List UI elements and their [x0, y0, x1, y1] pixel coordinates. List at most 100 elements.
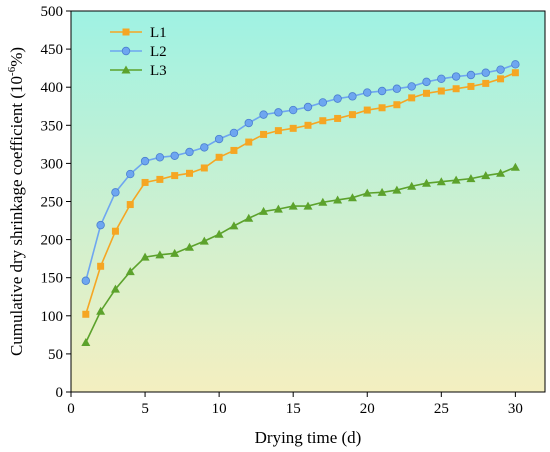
y-tick-label: 150 — [41, 271, 64, 287]
series-l3-point — [214, 229, 224, 238]
series-l1-point — [334, 114, 342, 122]
series-l1-point — [497, 75, 505, 83]
series-l1 — [82, 69, 519, 318]
series-l1-point — [304, 121, 312, 129]
legend-item-l3: L3 — [110, 63, 167, 79]
series-l1-point — [423, 89, 430, 97]
series-l3-point — [273, 204, 283, 213]
series-l3-point — [288, 201, 298, 210]
x-tick-label: 25 — [434, 401, 449, 417]
legend-item-l1: L1 — [110, 25, 167, 41]
series-l1-point — [408, 94, 416, 102]
series-l2-point — [481, 68, 490, 77]
series-l1-point — [111, 227, 119, 235]
series-l1-point — [260, 130, 268, 138]
x-axis-title: Drying time (d) — [255, 428, 362, 447]
series-l1-point — [437, 87, 445, 95]
series-l2-point — [200, 143, 209, 152]
series-l3-point — [155, 250, 165, 259]
series-l3-point — [333, 195, 343, 204]
y-tick-label: 200 — [41, 233, 64, 249]
series-l1-point — [245, 138, 253, 146]
x-tick-label: 0 — [67, 401, 75, 417]
series-l3-point — [199, 236, 209, 245]
series-l1-point — [511, 69, 519, 77]
series-l3-point — [510, 162, 520, 171]
series-l3-point — [259, 206, 269, 215]
series-l3-point — [347, 193, 357, 202]
series-l1-point — [348, 111, 356, 119]
series-l2-point — [126, 169, 135, 179]
series-l2-point — [288, 105, 298, 115]
series-l3-point — [496, 168, 506, 177]
series-l1-point — [274, 127, 282, 135]
series-l3-point — [170, 248, 180, 257]
series-l2-point — [466, 70, 476, 80]
y-axis-title-superscript: -6 — [6, 66, 18, 76]
series-l3-point — [466, 174, 476, 183]
series-l2-point — [111, 188, 120, 197]
series-l1-point — [467, 82, 475, 90]
series-l2-point — [451, 72, 461, 81]
series-l2-point — [407, 82, 416, 91]
series-l3-point — [377, 187, 387, 196]
y-tick-label: 100 — [41, 309, 64, 325]
legend-marker-l2 — [121, 46, 131, 56]
series-l2-point — [81, 276, 91, 285]
series-l2-point — [244, 118, 253, 128]
series-l3-point — [362, 188, 372, 197]
series-l3-point — [303, 201, 313, 210]
series-l1-point — [171, 172, 179, 180]
plot-background — [71, 11, 545, 392]
legend-marker-l3 — [121, 65, 131, 74]
series-l2-point — [140, 156, 150, 166]
series-l2-point — [392, 84, 402, 93]
series-l1-point — [230, 146, 238, 154]
y-axis-title: Cumulative dry shrinkage coefficient (10… — [6, 47, 26, 356]
series-l2-point — [318, 98, 328, 107]
series-l1-point — [186, 169, 193, 177]
series-l3-point — [140, 252, 150, 261]
legend-item-l2: L2 — [110, 44, 167, 60]
series-l2-point — [214, 134, 224, 144]
series-l3-point — [451, 175, 461, 184]
x-tick-label: 20 — [360, 401, 375, 417]
y-tick-label: 500 — [41, 4, 64, 20]
series-l3-point — [244, 213, 254, 222]
series-l2-point — [170, 151, 179, 160]
legend-label-l3: L3 — [150, 63, 167, 79]
legend: L1 L2 L3 — [110, 25, 167, 79]
series-l2-point — [333, 94, 342, 103]
series-l1-point — [82, 310, 90, 318]
series-l2 — [81, 60, 520, 285]
series-l1-point — [393, 101, 401, 109]
series-l1-point — [482, 79, 490, 87]
series-l2-point — [259, 110, 268, 119]
y-tick-label: 50 — [48, 347, 63, 363]
series-l3-point — [481, 171, 491, 180]
series-l2-point — [303, 102, 313, 112]
y-tick-label: 0 — [56, 385, 64, 401]
series-l3-point — [392, 185, 402, 194]
legend-label-l2: L2 — [150, 44, 167, 60]
series-l1-point — [200, 164, 208, 172]
series-l2-point — [348, 92, 357, 101]
series-l1-point — [97, 262, 105, 270]
series-l2-point — [274, 108, 283, 117]
series-l3-point — [436, 177, 446, 186]
series-l2-point — [437, 74, 446, 84]
y-axis-title-end: %) — [7, 47, 26, 67]
y-tick-label: 250 — [41, 195, 64, 211]
ticks-layer: 0 5 10 15 20 25 300501001502002503003504004505… — [41, 4, 523, 417]
series-l1-point — [289, 124, 297, 132]
series-l1-point — [319, 117, 327, 125]
y-tick-label: 350 — [41, 118, 64, 134]
y-tick-label: 450 — [41, 42, 64, 58]
series-layer — [81, 60, 520, 346]
series-l1-point — [141, 178, 149, 186]
series-l3 — [81, 162, 520, 346]
series-l2-point — [185, 147, 194, 157]
series-l3-point — [407, 181, 417, 190]
